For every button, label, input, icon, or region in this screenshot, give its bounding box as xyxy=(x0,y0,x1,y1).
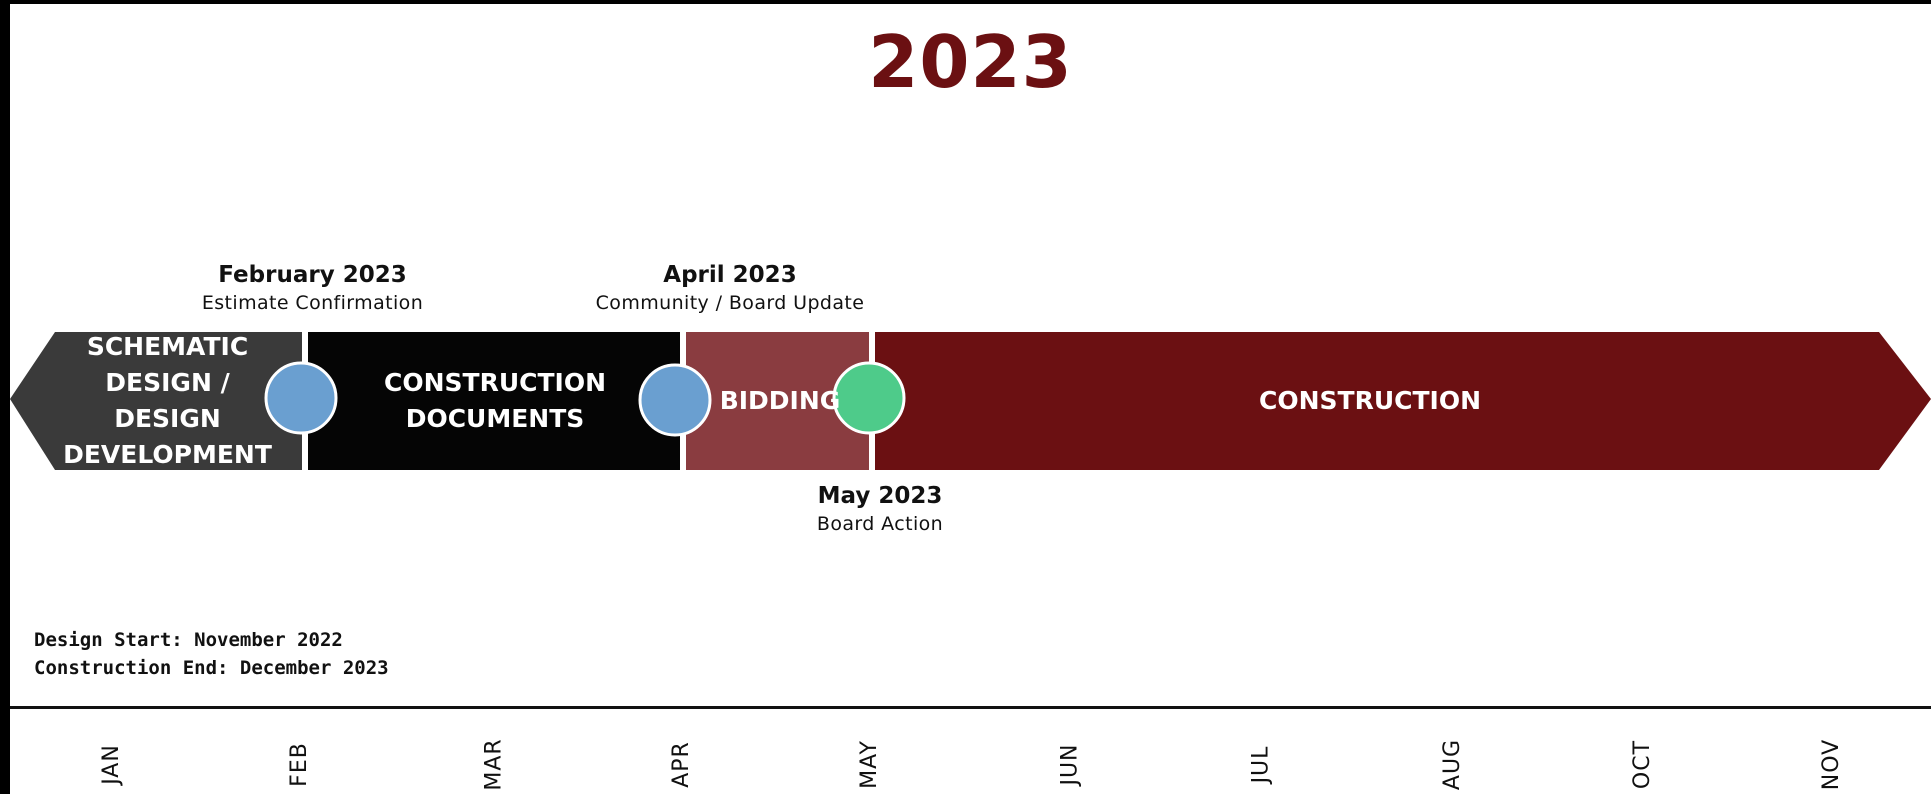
phase-label-bidding: BIDDING xyxy=(719,386,841,415)
milestone-february: February 2023 Estimate Confirmation xyxy=(140,260,485,316)
milestone-description: Community / Board Update xyxy=(595,292,865,314)
month-text: MAR xyxy=(481,737,507,791)
milestone-april: April 2023 Community / Board Update xyxy=(555,260,905,316)
milestone-date: February 2023 xyxy=(218,262,407,288)
phase-label-construction-documents: CONSTRUCTION DOCUMENTS xyxy=(383,368,606,433)
month-text: FEB xyxy=(286,741,312,787)
phase-label-schematic-design: SCHEMATIC DESIGN / DESIGN DEVELOPMENT xyxy=(63,332,272,469)
phase-band xyxy=(10,332,1931,470)
month-text: JUN xyxy=(1057,742,1083,786)
phase-construction-documents xyxy=(308,332,680,470)
month-label-apr: APR xyxy=(651,734,711,794)
month-label-feb: FEB xyxy=(269,734,329,794)
milestone-may: May 2023 Board Action xyxy=(730,481,1030,537)
month-text: MAY xyxy=(856,739,882,789)
month-text: APR xyxy=(668,740,694,788)
milestone-date: May 2023 xyxy=(817,483,943,509)
month-axis-line xyxy=(10,706,1931,709)
construction-end-note: Construction End: December 2023 xyxy=(34,657,389,679)
month-text: JAN xyxy=(98,743,124,785)
design-start-note: Design Start: November 2022 xyxy=(34,629,343,651)
month-text: NOV xyxy=(1819,738,1845,790)
phase-label-construction: CONSTRUCTION xyxy=(1258,386,1481,415)
month-text: OCT xyxy=(1630,739,1656,789)
schedule-notes: Design Start: November 2022 Construction… xyxy=(34,626,389,682)
timeline-canvas: 2023 February 2023 Estimate Confirmation… xyxy=(10,4,1931,794)
month-text: AUG xyxy=(1440,738,1466,790)
month-text: JUL xyxy=(1248,745,1274,783)
milestone-date: April 2023 xyxy=(663,262,797,288)
month-label-nov: NOV xyxy=(1802,734,1862,794)
milestone-marker-february xyxy=(264,361,338,435)
month-label-oct: OCT xyxy=(1613,734,1673,794)
milestone-description: Estimate Confirmation xyxy=(201,292,424,314)
phase-construction xyxy=(875,332,1931,470)
month-label-jul: JUL xyxy=(1231,734,1291,794)
month-label-jun: JUN xyxy=(1040,734,1100,794)
phase-schematic-design xyxy=(10,332,302,470)
month-label-aug: AUG xyxy=(1423,734,1483,794)
milestone-marker-may xyxy=(832,361,906,435)
milestone-description: Board Action xyxy=(816,513,944,535)
month-label-mar: MAR xyxy=(464,734,524,794)
year-title: 2023 xyxy=(868,20,1073,104)
month-label-jan: JAN xyxy=(81,734,141,794)
milestone-marker-april xyxy=(638,363,712,437)
month-label-may: MAY xyxy=(839,734,899,794)
